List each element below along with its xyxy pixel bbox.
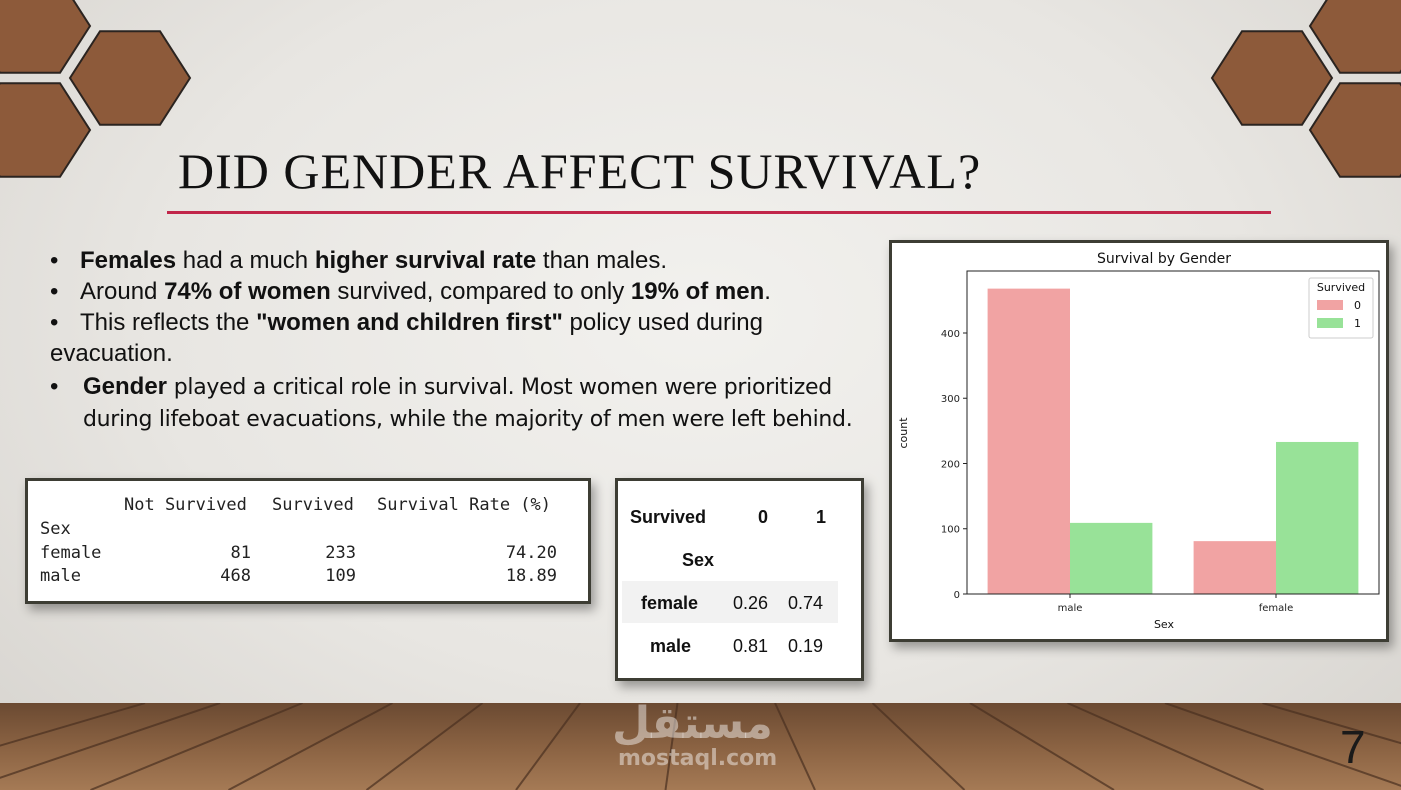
stats-col-survived: Survived (272, 495, 354, 515)
crosstab-row-label: male (650, 636, 692, 656)
survival-bar-chart-panel: Survival by Gender 0 100 200 300 400 male fem… (889, 240, 1389, 642)
bullet-glyph: • (50, 309, 59, 336)
hexagon-shape (68, 30, 192, 126)
crosstab-col-0: 0 (758, 507, 769, 527)
bullet-2-bold-a: 74% of women (164, 278, 331, 305)
bar-female-survived-0 (1193, 541, 1276, 594)
hexagon-shape (1308, 0, 1401, 74)
slide-title: DID GENDER AFFECT SURVIVAL? (178, 143, 982, 199)
bullet-4-text-a: played a critical role in survival. Most… (167, 375, 833, 400)
y-tick-label: 0 (954, 590, 960, 601)
stats-cell: 81 (230, 543, 251, 563)
chart-legend: Survived 0 1 (1308, 277, 1374, 339)
hexagon-shape (1308, 82, 1401, 178)
stats-cell: 468 (220, 566, 251, 586)
legend-entry: 0 (1354, 299, 1361, 312)
bar-male-survived-1 (1070, 522, 1153, 594)
watermark-latin: mostaql.com (618, 746, 778, 771)
bullet-1: • Females had a much higher survival rate… (50, 245, 870, 276)
crosstab-cell: 0.81 (733, 636, 769, 656)
stats-row-label: male (40, 566, 81, 586)
bullet-2-text-a: Around (80, 278, 165, 305)
y-tick-label: 300 (941, 394, 960, 405)
x-axis-label: Sex (1154, 618, 1175, 631)
bar-male-survived-0 (987, 288, 1070, 594)
survival-stats-table: Not Survived Survived Survival Rate (%) … (25, 478, 591, 604)
stats-col-not-survived: Not Survived (124, 495, 247, 515)
plank-seam (0, 703, 221, 779)
bullet-1-bold-b: higher survival rate (314, 247, 537, 274)
plank-seam (0, 703, 146, 747)
survival-crosstab: Survived 0 1 Sex female 0.26 0.74 male 0… (615, 478, 864, 681)
bullet-4: • Gender played a critical role in survi… (50, 371, 870, 435)
crosstab-cell: 0.19 (788, 636, 824, 656)
bullet-list: • Females had a much higher survival rate… (50, 245, 870, 435)
stats-index-name: Sex (40, 519, 71, 539)
crosstab-index-name: Sex (682, 550, 715, 570)
legend-swatch (1317, 318, 1343, 328)
hexagon-shape (0, 82, 92, 178)
bar-female-survived-1 (1276, 441, 1359, 594)
bullet-3-bold: "women and children first" (256, 309, 563, 336)
stats-cell: 74.20 (505, 543, 557, 563)
x-tick-label: male (1058, 603, 1083, 614)
plank-seam (515, 703, 581, 790)
crosstab-cell: 0.74 (788, 593, 824, 613)
bullet-4-text-b: during lifeboat evacuations, while the m… (83, 407, 853, 432)
stats-col-rate: Survival Rate (%) (377, 495, 551, 515)
stats-row-label: female (40, 543, 102, 563)
plank-seam (1262, 703, 1401, 745)
plank-seam (228, 703, 393, 790)
bullet-2: • Around 74% of women survived, compared … (50, 276, 870, 307)
plank-seam (969, 703, 1115, 790)
y-tick-label: 200 (941, 459, 960, 470)
bullet-3-continuation: evacuation. (50, 340, 173, 367)
bullet-1-bold-a: Females (80, 247, 177, 274)
crosstab-row-band (622, 581, 838, 623)
bullet-1-text-b: than males. (536, 247, 667, 274)
page-number: 7 (1340, 721, 1366, 773)
y-tick-label: 400 (941, 329, 960, 340)
hexagon-shape (0, 0, 92, 74)
chart-title: Survival by Gender (1097, 251, 1231, 267)
wood-floor (0, 703, 1401, 790)
watermark-arabic: مستقل (612, 698, 773, 749)
bullet-3-text-a: This reflects the (80, 309, 257, 336)
crosstab-row-label: female (641, 593, 699, 613)
bullet-3-text-b: policy used during (562, 309, 763, 336)
crosstab-column-name: Survived (630, 507, 707, 527)
hexagon-shape (1210, 30, 1334, 126)
plank-seam (664, 703, 679, 790)
plank-seam (365, 703, 484, 790)
x-tick-label: female (1259, 603, 1293, 614)
bullet-2-text-b: survived, compared to only (330, 278, 631, 305)
bullet-1-text-a: had a much (176, 247, 315, 274)
bullet-3: • This reflects the "women and children f… (50, 307, 870, 338)
plank-seam (1067, 703, 1264, 790)
y-tick-label: 100 (941, 525, 960, 536)
plank-seam (774, 703, 816, 790)
plank-seam (90, 703, 303, 790)
plot-frame (966, 270, 1380, 595)
plank-seam (871, 703, 966, 790)
crosstab-cell: 0.26 (733, 593, 769, 613)
legend-entry: 1 (1354, 317, 1361, 330)
legend-title: Survived (1317, 281, 1365, 294)
title-underline (167, 211, 1271, 214)
bullet-glyph: • (50, 247, 59, 274)
stats-cell: 233 (325, 543, 356, 563)
stats-cell: 18.89 (505, 566, 557, 586)
y-axis-label: count (897, 417, 910, 449)
bullet-glyph: • (50, 373, 59, 400)
bullet-4-bold: Gender (83, 373, 168, 400)
crosstab-col-1: 1 (816, 507, 827, 527)
plank-seam (1164, 703, 1401, 787)
bullet-2-text-c: . (764, 278, 771, 305)
legend-swatch (1317, 300, 1343, 310)
survival-bar-chart: Survival by Gender 0 100 200 300 400 male fem… (897, 251, 1380, 631)
bullet-glyph: • (50, 278, 59, 305)
bullet-2-bold-b: 19% of men (630, 278, 765, 305)
stats-cell: 109 (325, 566, 356, 586)
